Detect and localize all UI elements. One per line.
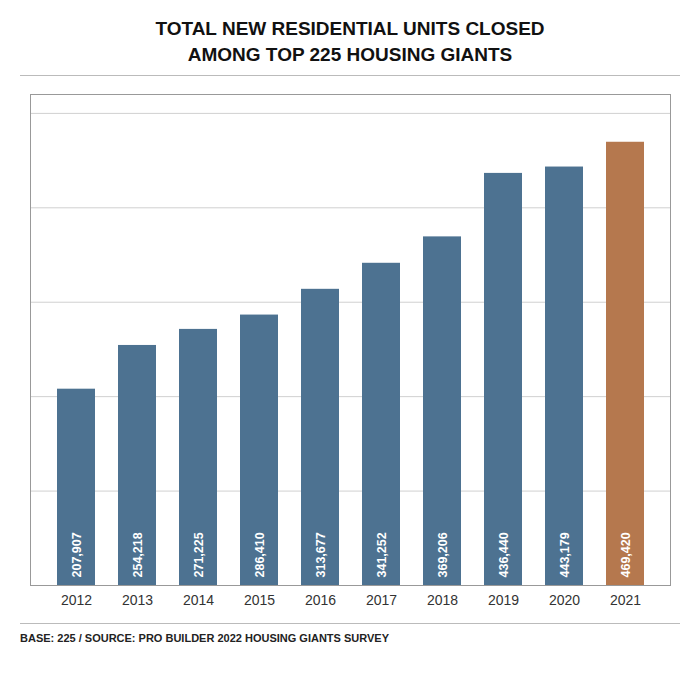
svg-text:443,179: 443,179 — [558, 533, 572, 578]
svg-text:207,907: 207,907 — [70, 533, 84, 578]
svg-text:2019: 2019 — [488, 593, 519, 609]
html-text:BASE: 225 / SOURCE: PRO BUILDE: BASE: 225 / SOURCE: PRO BUILDER 2022 HOU… — [20, 632, 389, 645]
svg-text:436,440: 436,440 — [497, 533, 511, 578]
svg-text:2020: 2020 — [549, 593, 580, 609]
svg-text:369,206: 369,206 — [436, 533, 450, 578]
svg-text:271,225: 271,225 — [192, 533, 206, 578]
svg-text:254,218: 254,218 — [131, 533, 145, 578]
svg-text:286,410: 286,410 — [253, 533, 267, 578]
svg-text:2018: 2018 — [427, 593, 458, 609]
svg-text:2014: 2014 — [183, 593, 214, 609]
svg-text:2017: 2017 — [366, 593, 397, 609]
svg-text:2013: 2013 — [122, 593, 153, 609]
svg-text:469,420: 469,420 — [619, 533, 633, 578]
svg-text:313,677: 313,677 — [314, 533, 328, 578]
svg-text:2021: 2021 — [610, 593, 641, 609]
svg-text:2015: 2015 — [244, 593, 275, 609]
svg-text:341,252: 341,252 — [375, 533, 389, 578]
svg-text:2012: 2012 — [61, 593, 92, 609]
html-text:TOTAL NEW RESIDENTIAL UNITS CL: TOTAL NEW RESIDENTIAL UNITS CLOSED AMONG… — [155, 18, 545, 65]
svg-text:2016: 2016 — [305, 593, 336, 609]
